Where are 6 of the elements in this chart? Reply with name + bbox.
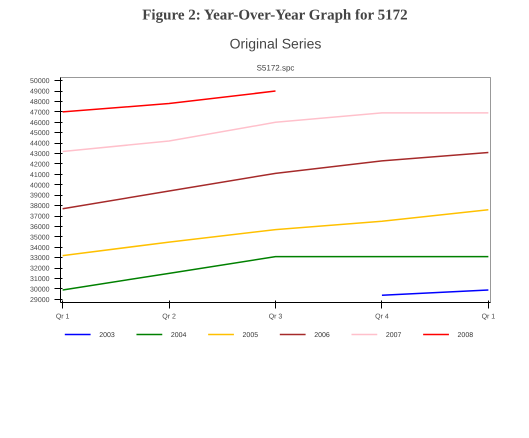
line-series	[62, 209, 490, 256]
caption: Figure 2: Year-Over-Year Graph for 5172	[142, 8, 408, 24]
chart-title: Original Series	[230, 36, 322, 52]
line-series	[62, 112, 490, 152]
line-series	[62, 152, 490, 210]
chart-subtitle: S5172.spc	[256, 64, 294, 72]
